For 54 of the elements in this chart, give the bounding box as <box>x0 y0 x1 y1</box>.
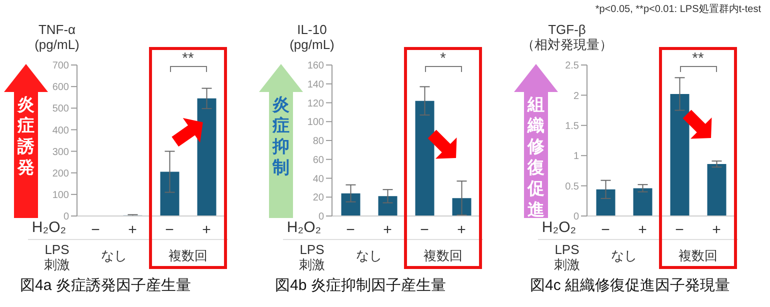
annotation: * <box>439 50 447 67</box>
text: 図4a 炎症誘発因子産生量 <box>20 276 192 295</box>
x-tick-label: + <box>638 222 648 239</box>
y-tick-label: 1.5 <box>565 120 580 132</box>
x-tick-label: − <box>346 222 356 239</box>
y-axis-title: IL-10 (pg/mL) <box>288 22 336 52</box>
y-tick-label: 600 <box>52 82 70 94</box>
text: 図4b 炎症抑制因子産生量 <box>275 276 447 295</box>
y-tick-label: 100 <box>307 117 324 128</box>
x-tick-label: + <box>128 222 138 239</box>
text: 複数回 <box>168 247 208 265</box>
y-tick-label: 200 <box>52 168 70 180</box>
text: 組織修復促進 <box>526 94 546 220</box>
text: LPS 刺激 <box>43 242 71 272</box>
x-tick-label: + <box>457 222 466 239</box>
y-tick-label: 700 <box>52 60 70 72</box>
text: なし <box>355 247 383 265</box>
y-tick-label: 120 <box>307 98 324 110</box>
y-tick-label: 140 <box>307 79 324 90</box>
y-tick-label: 40 <box>312 174 324 185</box>
y-tick-label: 60 <box>312 154 324 166</box>
y-tick-label: 80 <box>312 136 324 148</box>
text: 炎症抑制 <box>271 94 290 178</box>
x-tick-label: + <box>712 222 722 239</box>
text: LPS 刺激 <box>553 242 581 272</box>
y-tick-label: 1 <box>573 151 580 162</box>
text: なし <box>100 247 128 265</box>
y-tick-label: 2.5 <box>565 60 580 72</box>
text: *p<0.05, **p<0.01: LPS処置群内t-test <box>595 2 761 16</box>
x-tick-label: + <box>383 222 392 239</box>
text: LPS 刺激 <box>298 242 326 272</box>
annotation: ** <box>181 50 195 67</box>
y-axis-title: TGF-β （相対発現量） <box>520 22 614 52</box>
y-tick-label: 300 <box>52 146 70 158</box>
y-tick-label: 20 <box>312 192 324 204</box>
y-tick-label: 400 <box>52 125 70 136</box>
y-tick-label: 2 <box>573 90 580 102</box>
x-tick-label: − <box>601 222 610 239</box>
x-tick-label: − <box>91 222 100 239</box>
x-tick-label: − <box>165 222 174 239</box>
y-tick-label: 0.5 <box>565 181 580 192</box>
y-tick-label: 500 <box>52 104 70 115</box>
text: 図4c 組織修復促進因子発現量 <box>530 276 732 295</box>
x-tick-label: − <box>675 222 684 239</box>
text: なし <box>610 247 638 265</box>
text: 炎症誘発 <box>16 94 36 178</box>
y-tick-label: 100 <box>52 190 70 201</box>
text: 複数回 <box>422 247 464 265</box>
x-tick-label: + <box>202 222 212 239</box>
annotation: ** <box>691 50 705 67</box>
x-tick-label: − <box>420 222 430 239</box>
y-axis-title: TNF-α (pg/mL) <box>34 22 80 52</box>
y-tick-label: 160 <box>307 60 324 72</box>
text: 複数回 <box>678 247 718 265</box>
